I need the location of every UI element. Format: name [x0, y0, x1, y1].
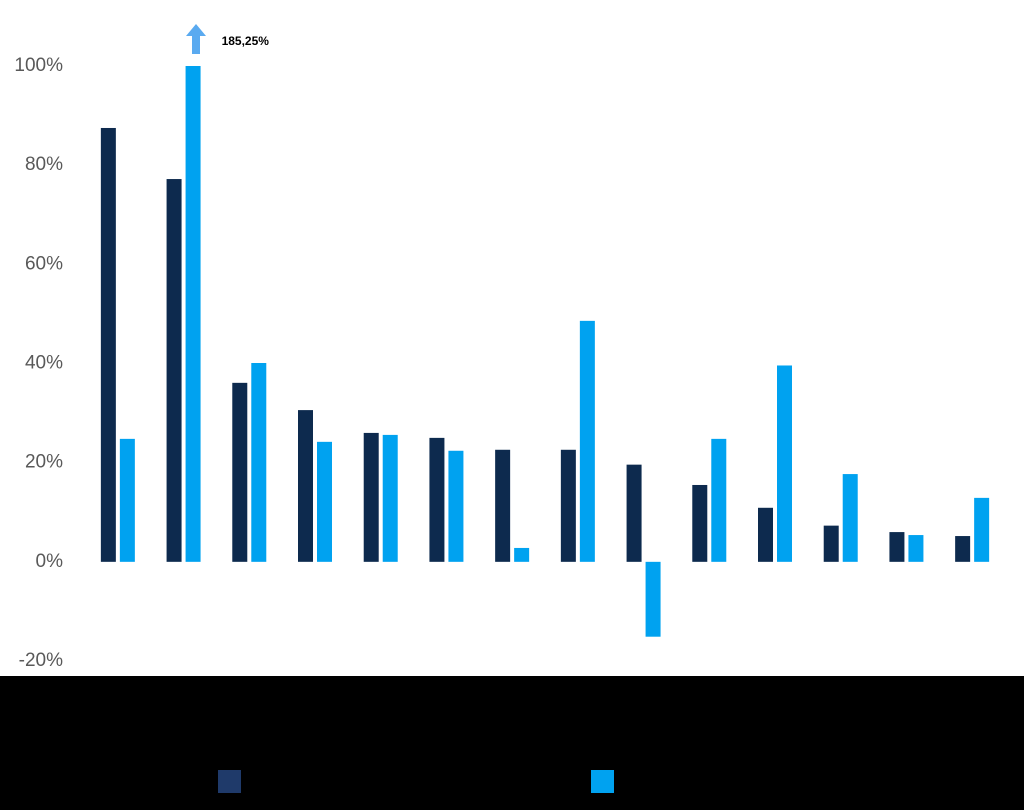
plot-area — [100, 66, 990, 637]
bar — [889, 532, 905, 562]
bar — [908, 535, 924, 562]
y-tick-label: 20% — [25, 452, 63, 473]
y-tick-label: 0% — [36, 551, 64, 572]
bar — [232, 382, 248, 562]
bar — [298, 410, 313, 562]
legend-area — [0, 676, 1024, 810]
bar — [514, 547, 530, 562]
bar — [495, 449, 511, 562]
bar — [823, 525, 839, 562]
y-tick-label: 40% — [25, 353, 63, 374]
bar — [363, 432, 379, 562]
y-tick-label: 60% — [25, 253, 63, 274]
bar — [560, 449, 576, 562]
bar — [429, 437, 445, 562]
bar — [692, 484, 708, 562]
bar — [758, 507, 773, 562]
y-tick-label: 80% — [25, 154, 63, 175]
bar — [842, 474, 858, 562]
legend-swatch — [591, 770, 614, 793]
bar — [711, 438, 727, 562]
bar — [382, 434, 398, 562]
bar — [317, 441, 332, 562]
bar — [645, 561, 661, 637]
bar — [166, 179, 182, 562]
y-tick-label: -20% — [19, 650, 63, 671]
bar — [974, 497, 990, 562]
bar — [185, 66, 201, 562]
bar — [251, 363, 267, 562]
bar — [100, 127, 116, 562]
bar — [955, 536, 971, 562]
bar — [777, 365, 792, 562]
chart-background — [0, 0, 1024, 676]
bar — [119, 438, 135, 562]
bar — [579, 320, 595, 562]
bar — [626, 464, 642, 562]
data-label: 185,25% — [222, 34, 270, 48]
legend-swatch — [218, 770, 241, 793]
overflow-arrow — [186, 24, 206, 54]
y-tick-label: 100% — [14, 55, 63, 76]
bar — [448, 450, 464, 562]
